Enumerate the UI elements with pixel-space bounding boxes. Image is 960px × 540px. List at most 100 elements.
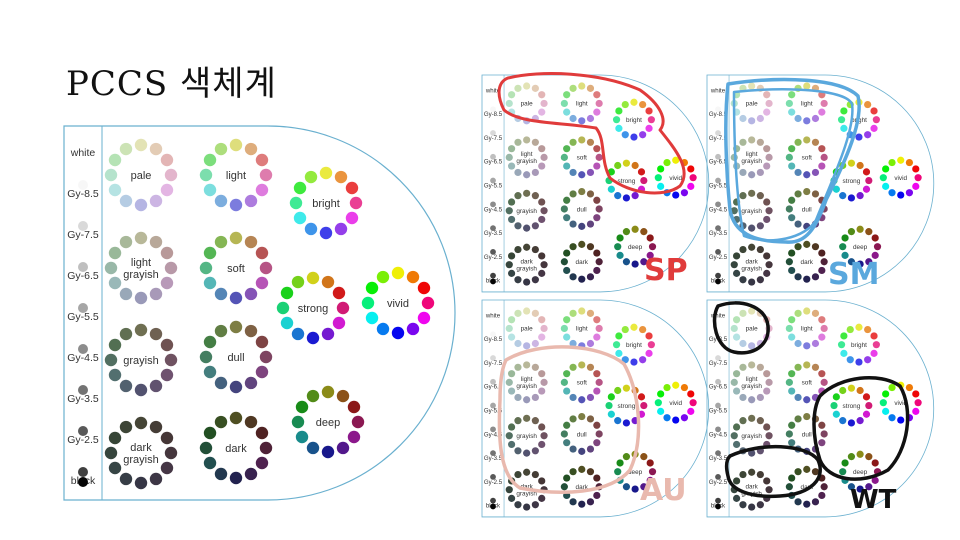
tone-swatch xyxy=(505,324,513,333)
tone-swatch xyxy=(214,467,228,481)
tone-swatch xyxy=(538,162,546,170)
tone-swatch xyxy=(882,390,890,398)
tone-swatch xyxy=(214,194,228,208)
tone-swatch xyxy=(586,415,595,423)
tone-swatch xyxy=(646,251,654,259)
tone-swatch xyxy=(540,207,548,215)
panel-au-gray-swatch xyxy=(490,450,496,457)
tone-label: strong xyxy=(843,178,861,185)
tone-swatch xyxy=(820,258,828,266)
tone-label: grayish xyxy=(123,454,158,466)
tone-label: deep xyxy=(628,244,643,251)
tone-swatch xyxy=(607,185,615,193)
tone-label: grayish xyxy=(741,383,762,390)
tone-swatch xyxy=(586,190,595,198)
tone-label: grayish xyxy=(516,490,537,497)
tone-swatch xyxy=(639,356,647,364)
tone-swatch xyxy=(538,198,546,206)
tone-swatch xyxy=(732,477,741,485)
tone-label: light xyxy=(226,170,246,182)
tone-swatch xyxy=(788,266,796,275)
tone-swatch xyxy=(622,228,631,236)
panel-wt-gray-label: Gy-6.5 xyxy=(709,384,728,391)
panel-sp-gray-swatch xyxy=(490,225,496,232)
tone-swatch xyxy=(538,440,546,449)
panel-au-tone-dull: dull xyxy=(560,412,603,455)
tone-swatch xyxy=(578,222,586,230)
tone-swatch xyxy=(803,361,811,369)
tone-swatch xyxy=(765,486,773,494)
tone-swatch xyxy=(756,393,764,402)
tone-swatch xyxy=(321,275,335,289)
sp-label: SP xyxy=(644,253,688,288)
tone-swatch xyxy=(862,185,871,193)
tone-swatch xyxy=(134,138,148,152)
tone-swatch xyxy=(818,333,826,341)
tone-swatch xyxy=(563,316,571,324)
tone-label: dark xyxy=(745,484,758,491)
tone-swatch xyxy=(856,260,864,268)
tone-swatch xyxy=(523,136,531,144)
tone-swatch xyxy=(657,390,665,398)
tone-swatch xyxy=(523,396,531,404)
tone-swatch xyxy=(347,400,361,414)
tone-swatch xyxy=(531,138,539,146)
tone-swatch xyxy=(291,327,305,341)
tone-swatch xyxy=(295,430,309,444)
panel-wt-gray-swatch xyxy=(715,355,721,361)
tone-swatch xyxy=(803,275,811,283)
tone-swatch xyxy=(645,349,653,357)
tone-swatch xyxy=(229,231,243,245)
tone-label: pale xyxy=(521,101,534,108)
main-tone-grayish: grayish xyxy=(104,323,178,397)
panel-wt-gray-swatch xyxy=(715,497,721,504)
tone-swatch xyxy=(794,138,802,146)
tone-swatch xyxy=(615,107,623,115)
tone-swatch xyxy=(763,370,771,378)
tone-swatch xyxy=(578,117,586,125)
tone-label: soft xyxy=(577,155,588,162)
tone-swatch xyxy=(732,269,741,277)
panel-sm-gray-label: white xyxy=(710,87,726,94)
tone-swatch xyxy=(255,153,269,167)
tone-swatch xyxy=(739,168,747,177)
wt-outline-vivid xyxy=(812,375,910,481)
tone-swatch xyxy=(865,401,873,410)
tone-swatch xyxy=(841,251,849,259)
tone-label: grayish xyxy=(741,433,762,440)
tone-swatch xyxy=(507,145,516,153)
panel-sm-tone-soft: soft xyxy=(785,136,828,179)
tone-swatch xyxy=(569,138,577,146)
tone-swatch xyxy=(614,192,622,200)
panel-sm-panel: white Gy-8.5 Gy-7.5 Gy-6.5 Gy-5.5 Gy-4.5 Gy-3.… xyxy=(706,74,935,293)
tone-swatch xyxy=(862,410,871,418)
tone-label: bright xyxy=(312,198,340,210)
tone-swatch xyxy=(856,450,864,458)
tone-swatch xyxy=(593,370,601,378)
main-tone-dull: dull xyxy=(199,320,273,394)
tone-swatch xyxy=(637,168,646,176)
tone-swatch xyxy=(837,116,846,124)
tone-swatch xyxy=(732,423,741,431)
tone-swatch xyxy=(847,419,856,427)
tone-swatch xyxy=(680,414,689,422)
tone-label: grayish xyxy=(516,208,537,215)
tone-swatch xyxy=(306,389,320,403)
tone-swatch xyxy=(108,368,122,382)
tone-swatch xyxy=(785,324,793,333)
tone-swatch xyxy=(748,503,756,511)
main-tone-bright: bright xyxy=(289,166,363,240)
tone-swatch xyxy=(406,270,420,284)
tone-swatch xyxy=(811,114,820,123)
tone-swatch xyxy=(630,358,638,366)
tone-swatch xyxy=(657,407,665,415)
tone-swatch xyxy=(505,378,513,386)
tone-swatch xyxy=(748,449,756,457)
tone-swatch xyxy=(640,176,648,185)
tone-swatch xyxy=(569,498,577,506)
sm-outline-2 xyxy=(732,88,854,242)
tone-swatch xyxy=(622,453,631,461)
tone-swatch xyxy=(255,276,269,290)
tone-swatch xyxy=(914,399,922,407)
tone-swatch xyxy=(730,207,738,215)
